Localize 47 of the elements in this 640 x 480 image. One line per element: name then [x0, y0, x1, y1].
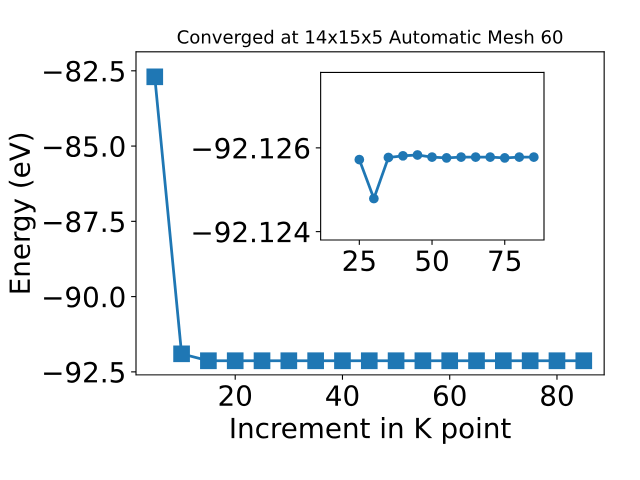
point: [200, 352, 217, 370]
point: [412, 150, 422, 160]
y-tick-label: −92.5: [44, 362, 124, 383]
point: [384, 152, 394, 162]
y-tick-label: −92.126: [193, 138, 310, 159]
point: [470, 152, 481, 162]
point: [485, 152, 496, 162]
point: [442, 153, 452, 163]
x-tick-label: 50: [416, 250, 448, 272]
y-tick-label: −85.0: [44, 136, 124, 158]
y-axis-title: Energy (eV): [8, 134, 36, 293]
point: [514, 152, 524, 162]
point: [226, 352, 244, 370]
point: [414, 352, 432, 370]
point: [441, 352, 458, 370]
point: [427, 152, 437, 162]
point: [456, 152, 466, 162]
x-tick-label: 25: [344, 250, 375, 272]
y-tick-label: −90.0: [44, 286, 124, 308]
point: [146, 68, 164, 86]
y-tick-label: −82.5: [44, 60, 124, 82]
point: [528, 152, 539, 162]
point: [354, 154, 364, 164]
point: [468, 352, 485, 370]
y-tick-label: −87.5: [44, 211, 124, 232]
point: [254, 352, 270, 370]
point: [369, 194, 379, 204]
point: [495, 352, 512, 370]
point: [500, 153, 510, 163]
x-tick-label: 60: [434, 385, 466, 406]
point: [398, 150, 408, 161]
point: [360, 352, 378, 370]
x-tick-label: 40: [326, 385, 358, 406]
point: [173, 345, 190, 362]
x-axis-title: Increment in K point: [232, 417, 511, 444]
point: [522, 352, 538, 370]
x-tick-label: 80: [541, 385, 573, 406]
point: [280, 352, 298, 370]
point: [388, 352, 404, 370]
x-tick-label: 75: [489, 250, 520, 272]
point: [307, 352, 324, 370]
x-tick-label: 20: [220, 385, 252, 406]
point: [575, 352, 592, 370]
y-tick-label: −92.124: [193, 222, 310, 243]
chart-title: Converged at 14x15x5 Automatic Mesh 60: [178, 30, 562, 48]
point: [334, 352, 351, 370]
point: [548, 352, 566, 370]
